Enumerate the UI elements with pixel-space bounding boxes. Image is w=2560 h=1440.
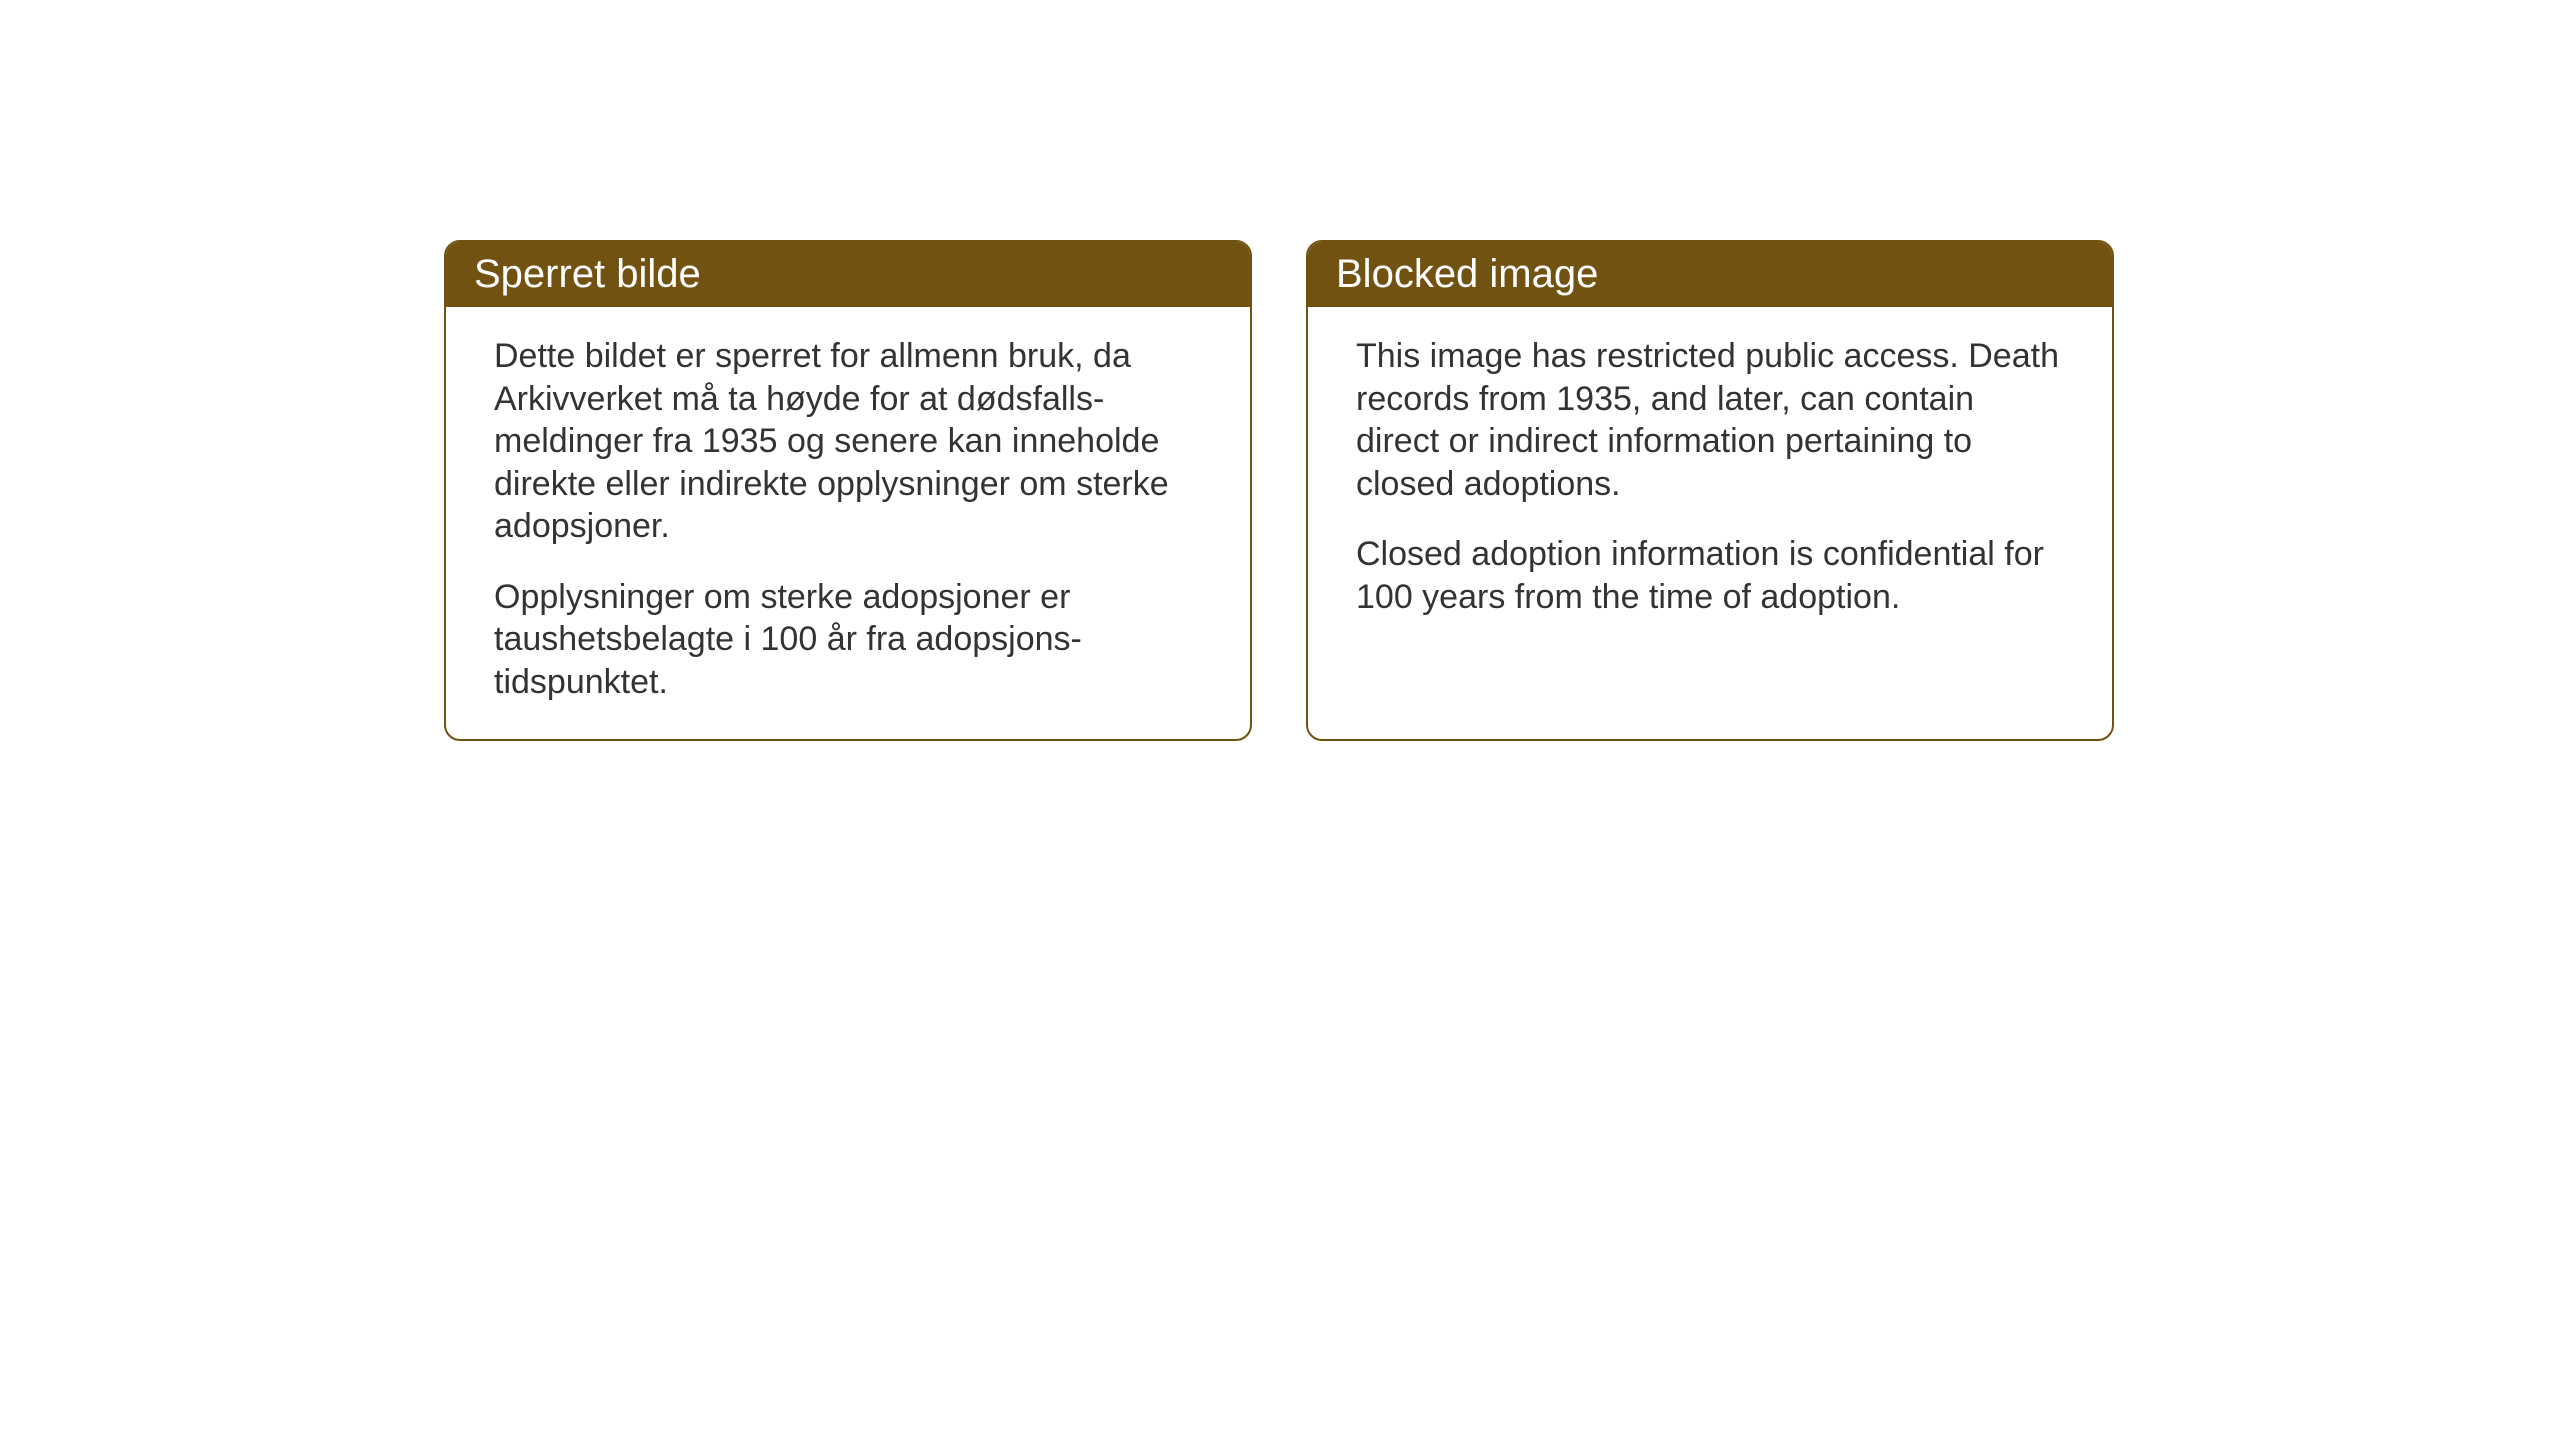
english-notice-card: Blocked image This image has restricted …: [1306, 240, 2114, 741]
norwegian-card-title: Sperret bilde: [446, 242, 1250, 307]
norwegian-card-body: Dette bildet er sperret for allmenn bruk…: [446, 307, 1250, 739]
english-card-body: This image has restricted public access.…: [1308, 307, 2112, 654]
norwegian-notice-card: Sperret bilde Dette bildet er sperret fo…: [444, 240, 1252, 741]
notice-container: Sperret bilde Dette bildet er sperret fo…: [444, 240, 2114, 741]
english-card-title: Blocked image: [1308, 242, 2112, 307]
english-paragraph-2: Closed adoption information is confident…: [1356, 533, 2064, 618]
norwegian-paragraph-2: Opplysninger om sterke adopsjoner er tau…: [494, 576, 1202, 704]
norwegian-paragraph-1: Dette bildet er sperret for allmenn bruk…: [494, 335, 1202, 548]
english-paragraph-1: This image has restricted public access.…: [1356, 335, 2064, 505]
